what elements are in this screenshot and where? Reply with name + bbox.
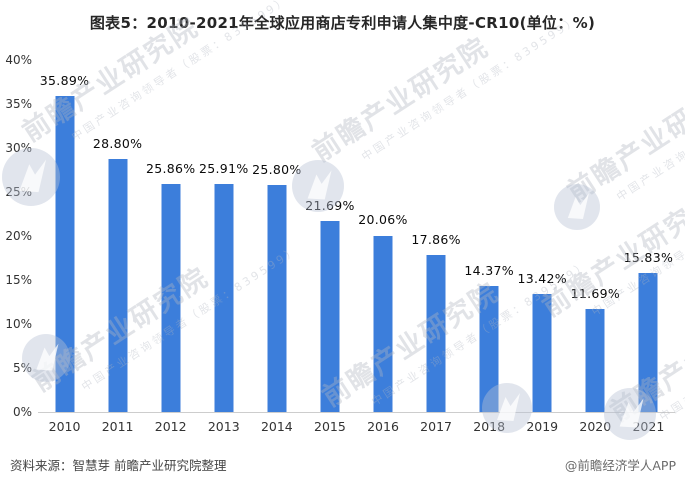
bar xyxy=(214,184,234,412)
bar-value-label: 28.80% xyxy=(92,135,143,151)
bar-value-label: 14.37% xyxy=(464,262,514,278)
y-axis-label: 0% xyxy=(12,405,32,419)
credit-note: @前瞻经济学人APP xyxy=(564,458,676,473)
bar xyxy=(161,184,181,412)
chart-title: 图表5：2010-2021年全球应用商店专利申请人集中度-CR10(单位：%) xyxy=(89,14,596,32)
source-note: 资料来源：智慧芽 前瞻产业研究院整理 xyxy=(10,458,227,473)
bar-slot: 14.37% 2018 xyxy=(463,60,516,434)
y-axis-label: 30% xyxy=(5,141,32,155)
bar xyxy=(585,309,605,412)
bar xyxy=(267,185,287,412)
bar-value-label: 15.83% xyxy=(623,249,674,265)
y-axis-label: 15% xyxy=(5,273,32,287)
bar-slot: 25.91% 2013 xyxy=(197,60,250,434)
plot-area: 35.89% 2010 28.80% 2011 25.86% 2012 25.91% 2013… xyxy=(38,60,675,434)
bar-value-label: 20.06% xyxy=(358,212,408,228)
y-axis-label: 5% xyxy=(12,361,32,375)
x-axis-label: 2010 xyxy=(48,419,81,434)
x-axis-label: 2019 xyxy=(526,419,559,434)
x-axis-label: 2011 xyxy=(101,419,134,434)
x-axis-label: 2017 xyxy=(420,419,452,434)
x-axis-label: 2014 xyxy=(260,419,293,434)
bar-value-label: 25.91% xyxy=(199,161,249,176)
bar xyxy=(479,285,499,412)
x-axis-label: 2016 xyxy=(367,419,399,434)
bar-slot: 25.80% 2014 xyxy=(250,60,303,434)
bar-value-label: 21.69% xyxy=(305,198,355,214)
bar-value-label: 35.89% xyxy=(39,73,90,89)
bar-slot: 13.42% 2019 xyxy=(516,60,569,434)
bar-slot: 11.69% 2020 xyxy=(569,60,622,434)
bar-value-label: 25.86% xyxy=(145,161,196,177)
bar xyxy=(426,254,446,412)
bar-value-label: 25.80% xyxy=(252,161,302,177)
bar-slot: 28.80% 2011 xyxy=(91,60,144,434)
bar-value-label: 11.69% xyxy=(570,286,621,302)
y-axis-label: 25% xyxy=(5,185,32,199)
bar xyxy=(320,221,340,412)
bar-slot: 15.83% 2021 xyxy=(622,60,675,434)
bar-value-label: 17.86% xyxy=(411,231,461,247)
bar-slot: 35.89% 2010 xyxy=(38,60,91,434)
y-axis-label: 35% xyxy=(5,97,32,111)
x-axis-label: 2020 xyxy=(579,419,612,434)
y-axis-label: 40% xyxy=(5,53,32,67)
bars-container: 35.89% 2010 28.80% 2011 25.86% 2012 25.91% 2013… xyxy=(38,60,675,434)
y-axis-label: 20% xyxy=(5,229,32,243)
bar xyxy=(638,272,658,412)
bar-slot: 25.86% 2012 xyxy=(144,60,197,434)
bar-slot: 17.86% 2017 xyxy=(410,60,463,434)
bar xyxy=(108,158,128,412)
x-axis-label: 2021 xyxy=(632,419,665,434)
x-axis-label: 2013 xyxy=(207,419,240,434)
bar-slot: 20.06% 2016 xyxy=(356,60,409,434)
bar xyxy=(532,293,552,412)
y-axis: 0% 5% 10% 15% 20% 25% 30% 35% 40% xyxy=(0,53,32,419)
bar xyxy=(55,96,75,412)
bar xyxy=(373,235,393,412)
bar-slot: 21.69% 2015 xyxy=(303,60,356,434)
y-axis-label: 10% xyxy=(5,317,32,331)
x-axis-label: 2018 xyxy=(473,419,506,434)
bar-value-label: 13.42% xyxy=(517,270,567,286)
x-axis-label: 2015 xyxy=(314,419,346,434)
x-axis-label: 2012 xyxy=(154,419,187,434)
